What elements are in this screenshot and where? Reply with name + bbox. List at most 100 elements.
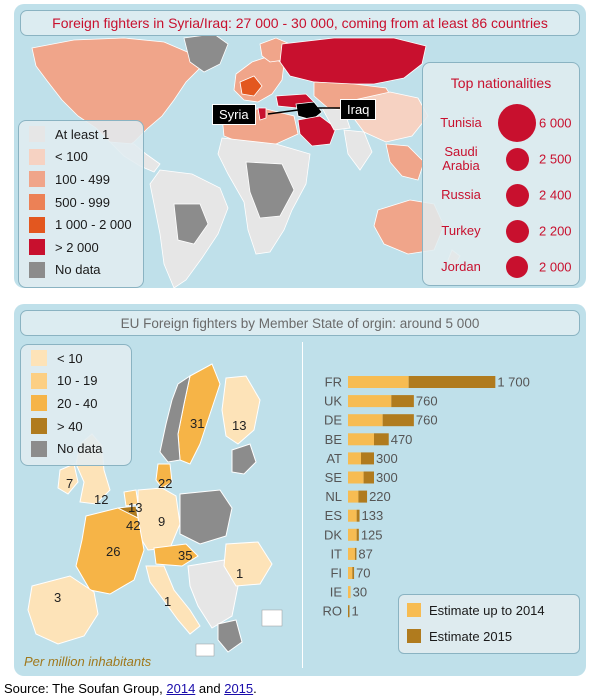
eu-legend-row: 20 - 40 xyxy=(21,392,131,415)
map-label-ro: 1 xyxy=(236,566,244,581)
bar-segment-2015 xyxy=(408,376,496,388)
tunisia xyxy=(257,107,267,121)
world-legend-swatch xyxy=(29,216,45,233)
syria-leader-line xyxy=(267,109,299,115)
world-legend-swatch xyxy=(29,148,45,165)
bar-segment-2015 xyxy=(356,528,359,541)
source-prefix: Source: The Soufan Group, xyxy=(4,681,167,696)
source-link-2015[interactable]: 2015 xyxy=(224,681,254,696)
bar-legend-row: Estimate 2015 xyxy=(399,625,579,647)
cyprus-inset xyxy=(261,609,283,627)
world-legend-swatch xyxy=(29,126,45,143)
bar-legend-label: Estimate up to 2014 xyxy=(429,602,545,618)
africa-nodata xyxy=(245,161,295,219)
world-legend-swatch xyxy=(29,194,45,211)
bar-category-label: AT xyxy=(326,451,342,466)
world-legend-row: 100 - 499 xyxy=(19,168,143,191)
eu-legend-label: 20 - 40 xyxy=(57,395,98,411)
bar-category-label: FR xyxy=(325,375,342,390)
world-legend-swatch xyxy=(29,261,45,278)
bar-value-label: 1 700 xyxy=(497,375,530,390)
bar-category-label: ES xyxy=(325,508,343,523)
bar-segment-2014 xyxy=(348,509,357,522)
bar-category-label: FI xyxy=(330,566,342,581)
eu-legend-swatch xyxy=(31,418,47,435)
top-nationality-bubble xyxy=(505,183,529,207)
bar-segment-2014 xyxy=(348,547,355,560)
bar-segment-2014 xyxy=(348,395,392,408)
map-label-at: 35 xyxy=(178,548,193,563)
top-nationality-name: Saudi Arabia xyxy=(442,144,480,173)
eu-panel-title: EU Foreign fighters by Member State of o… xyxy=(20,310,580,336)
sweden-shape xyxy=(177,363,221,465)
south-america-nodata xyxy=(173,203,209,245)
top-nationality-row: Saudi Arabia 2 500 xyxy=(423,143,579,175)
bar-value-label: 133 xyxy=(362,508,384,523)
bar-segment-2015 xyxy=(391,395,414,408)
bar-chart-legend: Estimate up to 2014 Estimate 2015 xyxy=(398,594,580,654)
world-legend-label: 1 000 - 2 000 xyxy=(55,217,132,233)
eu-legend-label: < 10 xyxy=(57,350,83,366)
bar-category-label: UK xyxy=(324,394,342,409)
panel-divider xyxy=(302,342,303,668)
top-nationality-row: Russia 2 400 xyxy=(423,179,579,211)
bar-segment-2015 xyxy=(358,490,368,503)
map-label-se: 31 xyxy=(190,416,205,431)
top-nationalities-box: Top nationalities Tunisia 6 000 Saudi Arab… xyxy=(422,62,580,286)
bar-segment-2015 xyxy=(363,471,374,484)
bar-category-label: DE xyxy=(324,413,342,428)
world-legend-label: 100 - 499 xyxy=(55,171,110,187)
bar-segment-2014 xyxy=(348,414,383,427)
top-nationality-value: 2 000 xyxy=(539,259,572,275)
eu-legend-swatch xyxy=(31,440,47,457)
bar-legend-row: Estimate up to 2014 xyxy=(399,599,579,621)
italy-shape xyxy=(145,565,201,635)
eu-legend-row: < 10 xyxy=(21,347,131,370)
bar-segment-2014 xyxy=(348,567,353,579)
world-legend-row: 500 - 999 xyxy=(19,191,143,214)
baltic-shape xyxy=(231,443,257,475)
bar-category-label: SE xyxy=(325,470,343,485)
bar-segment-2015 xyxy=(361,452,374,465)
world-legend-row: > 2 000 xyxy=(19,236,143,259)
source-link-2014[interactable]: 2014 xyxy=(166,681,196,696)
world-legend-label: At least 1 xyxy=(55,126,110,142)
world-map-title: Foreign fighters in Syria/Iraq: 27 000 -… xyxy=(20,10,580,36)
bar-category-label: NL xyxy=(325,489,342,504)
top-nationality-name: Russia xyxy=(441,187,481,202)
map-label-nl: 13 xyxy=(128,500,143,515)
southeast-asia xyxy=(385,143,425,181)
eu-panel: FR 1 700 UK 760 DE 760 BE 470 AT 300 SE 300 NL 220 ES 1… xyxy=(14,304,586,676)
bar-value-label: 30 xyxy=(353,585,367,600)
bar-category-label: IE xyxy=(330,585,343,600)
map-label-ie: 7 xyxy=(66,476,74,491)
bar-category-label: DK xyxy=(324,527,342,542)
world-map-legend: At least 1 < 100 100 - 499 500 - 999 1 000 -… xyxy=(18,120,144,288)
map-label-es: 3 xyxy=(54,590,62,605)
top-nationality-value: 2 400 xyxy=(539,187,572,203)
iraq-callout: Iraq xyxy=(340,99,377,120)
bar-segment-2015 xyxy=(382,414,414,427)
source-suffix: . xyxy=(253,681,257,696)
bar-value-label: 70 xyxy=(356,566,370,581)
eu-legend-row: > 40 xyxy=(21,415,131,438)
bar-value-label: 1 xyxy=(352,604,359,619)
bar-value-label: 87 xyxy=(358,546,372,561)
map-label-it: 1 xyxy=(164,594,172,609)
austria-shape xyxy=(153,543,199,567)
map-label-fr: 26 xyxy=(106,544,121,559)
top-nationality-bubble xyxy=(498,104,536,142)
russia xyxy=(279,37,427,85)
world-legend-row: 1 000 - 2 000 xyxy=(19,213,143,236)
top-nationality-row: Tunisia 6 000 xyxy=(423,104,579,142)
top-nationalities-title: Top nationalities xyxy=(450,75,552,91)
map-label-uk: 12 xyxy=(94,492,109,507)
top-nationality-bubble xyxy=(505,219,529,243)
romania-shape xyxy=(223,541,273,587)
world-legend-row: < 100 xyxy=(19,146,143,169)
bar-value-label: 760 xyxy=(416,413,438,428)
europe xyxy=(233,55,285,103)
bar-value-label: 760 xyxy=(416,394,438,409)
bar-segment-2014 xyxy=(348,471,364,484)
north-america xyxy=(31,37,201,151)
